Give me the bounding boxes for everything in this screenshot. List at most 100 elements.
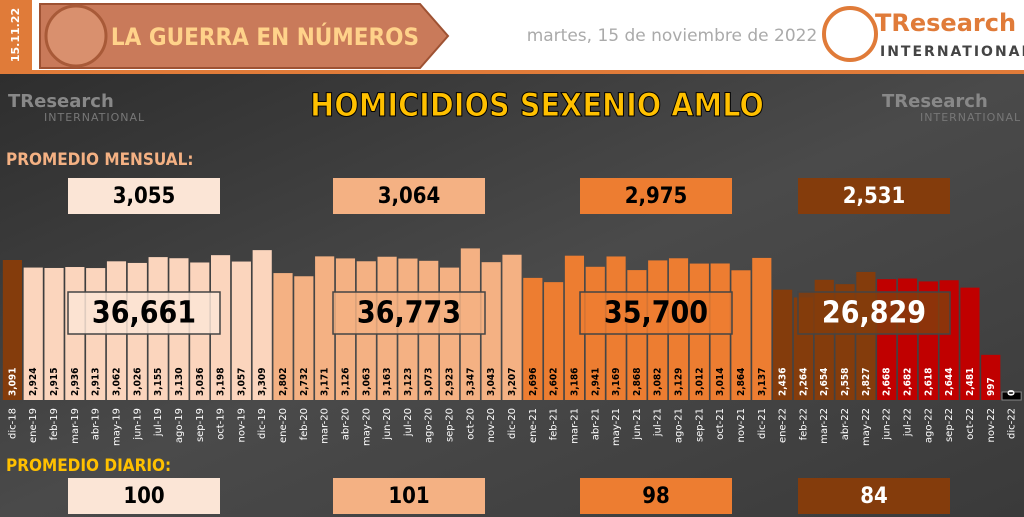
x-tick-label: sep-20 xyxy=(445,408,456,442)
x-tick-label: abr-21 xyxy=(590,408,601,440)
watermark: TResearch xyxy=(8,91,114,112)
value-label: 3,063 xyxy=(361,368,372,396)
value-label: 3,171 xyxy=(320,368,331,396)
x-tick-label: ene-19 xyxy=(28,408,39,443)
monthly-value: 2,975 xyxy=(625,184,688,209)
x-tick-label: abr-22 xyxy=(840,408,851,440)
value-label: 3,129 xyxy=(674,368,685,396)
value-label: 2,668 xyxy=(882,368,893,396)
value-label: 3,347 xyxy=(465,368,476,396)
x-tick-label: jun-21 xyxy=(632,408,643,441)
value-label: 2,618 xyxy=(923,368,934,396)
x-tick-label: dic-21 xyxy=(757,408,768,439)
total-value: 36,661 xyxy=(92,296,196,331)
x-tick-label: dic-20 xyxy=(507,408,518,439)
bar xyxy=(1001,391,1022,401)
monthly-value: 3,055 xyxy=(113,184,176,209)
x-tick-label: sep-22 xyxy=(944,408,955,442)
bar xyxy=(44,267,64,400)
value-label: 2,802 xyxy=(278,368,289,396)
x-tick-label: feb-19 xyxy=(49,408,60,440)
chart-title: HOMICIDIOS SEXENIO AMLO xyxy=(310,86,764,124)
bar xyxy=(544,282,564,400)
daily-value: 98 xyxy=(642,484,670,509)
daily-box xyxy=(798,478,950,514)
x-tick-label: ago-20 xyxy=(424,408,435,443)
x-tick-label: jun-19 xyxy=(132,408,143,441)
x-tick-label: jun-20 xyxy=(382,408,393,441)
header-rule xyxy=(0,70,1024,74)
bar xyxy=(23,267,43,400)
x-tick-label: nov-20 xyxy=(486,408,497,442)
value-label: 3,207 xyxy=(507,368,518,396)
value-label: 2,924 xyxy=(28,368,39,396)
x-tick-label: mar-19 xyxy=(70,408,81,444)
bar xyxy=(231,261,251,400)
value-label: 0 xyxy=(1007,390,1018,396)
monthly-box xyxy=(798,178,950,214)
value-label: 2,732 xyxy=(299,368,310,396)
banner-icon xyxy=(44,4,108,68)
daily-value: 100 xyxy=(123,484,164,509)
bar xyxy=(315,256,335,400)
x-tick-label: oct-22 xyxy=(965,408,976,440)
value-label: 3,169 xyxy=(611,368,622,396)
x-tick-label: ene-22 xyxy=(778,408,789,443)
bar xyxy=(481,262,501,400)
value-label: 3,012 xyxy=(694,368,705,396)
logo-ring xyxy=(822,6,878,62)
value-label: 3,014 xyxy=(715,368,726,396)
total-box xyxy=(797,291,951,335)
daily-value: 101 xyxy=(388,484,429,509)
value-label: 2,264 xyxy=(798,368,809,396)
value-label: 3,155 xyxy=(153,368,164,396)
bar xyxy=(294,276,314,400)
x-tick-label: jun-22 xyxy=(882,408,893,441)
logo: TResearch xyxy=(875,9,1016,37)
x-tick-label: feb-20 xyxy=(299,408,310,440)
x-tick-label: mar-22 xyxy=(819,408,830,444)
value-label: 3,043 xyxy=(486,368,497,396)
daily-box xyxy=(580,478,732,514)
value-label: 3,026 xyxy=(132,368,143,396)
x-tick-label: ago-22 xyxy=(923,408,934,443)
x-tick-label: dic-19 xyxy=(257,408,268,439)
x-tick-label: ene-20 xyxy=(278,408,289,443)
x-tick-label: oct-19 xyxy=(216,408,227,440)
bar xyxy=(960,287,980,400)
value-label: 2,558 xyxy=(840,368,851,396)
value-label: 3,186 xyxy=(569,368,580,396)
watermark-sub: INTERNATIONAL xyxy=(44,111,145,124)
x-tick-label: may-22 xyxy=(861,408,872,446)
x-tick-label: jul-20 xyxy=(403,408,414,437)
monthly-box xyxy=(333,178,485,214)
bar xyxy=(502,254,522,400)
value-label: 3,163 xyxy=(382,368,393,396)
value-label: 2,936 xyxy=(70,368,81,396)
x-tick-label: nov-21 xyxy=(736,408,747,442)
banner-text: LA GUERRA EN NÚMEROS xyxy=(111,21,419,51)
value-label: 2,868 xyxy=(632,368,643,396)
value-label: 3,198 xyxy=(216,368,227,396)
total-value: 26,829 xyxy=(822,296,926,331)
banner xyxy=(39,3,450,69)
bar xyxy=(564,255,585,400)
x-tick-label: ene-21 xyxy=(528,408,539,443)
monthly-box xyxy=(68,178,220,214)
daily-value: 84 xyxy=(860,484,888,509)
value-label: 3,062 xyxy=(111,368,122,396)
x-tick-label: nov-19 xyxy=(236,408,247,442)
value-label: 3,309 xyxy=(257,368,268,396)
value-label: 3,126 xyxy=(340,368,351,396)
bar xyxy=(981,354,1001,400)
x-tick-label: jul-19 xyxy=(153,408,164,437)
x-tick-label: dic-22 xyxy=(1007,408,1018,439)
x-tick-label: sep-21 xyxy=(694,408,705,442)
daily-box xyxy=(68,478,220,514)
value-label: 2,644 xyxy=(944,368,955,396)
watermark: TResearch xyxy=(882,91,988,112)
value-label: 3,137 xyxy=(757,368,768,396)
value-label: 2,654 xyxy=(819,368,830,396)
value-label: 3,091 xyxy=(7,368,18,396)
